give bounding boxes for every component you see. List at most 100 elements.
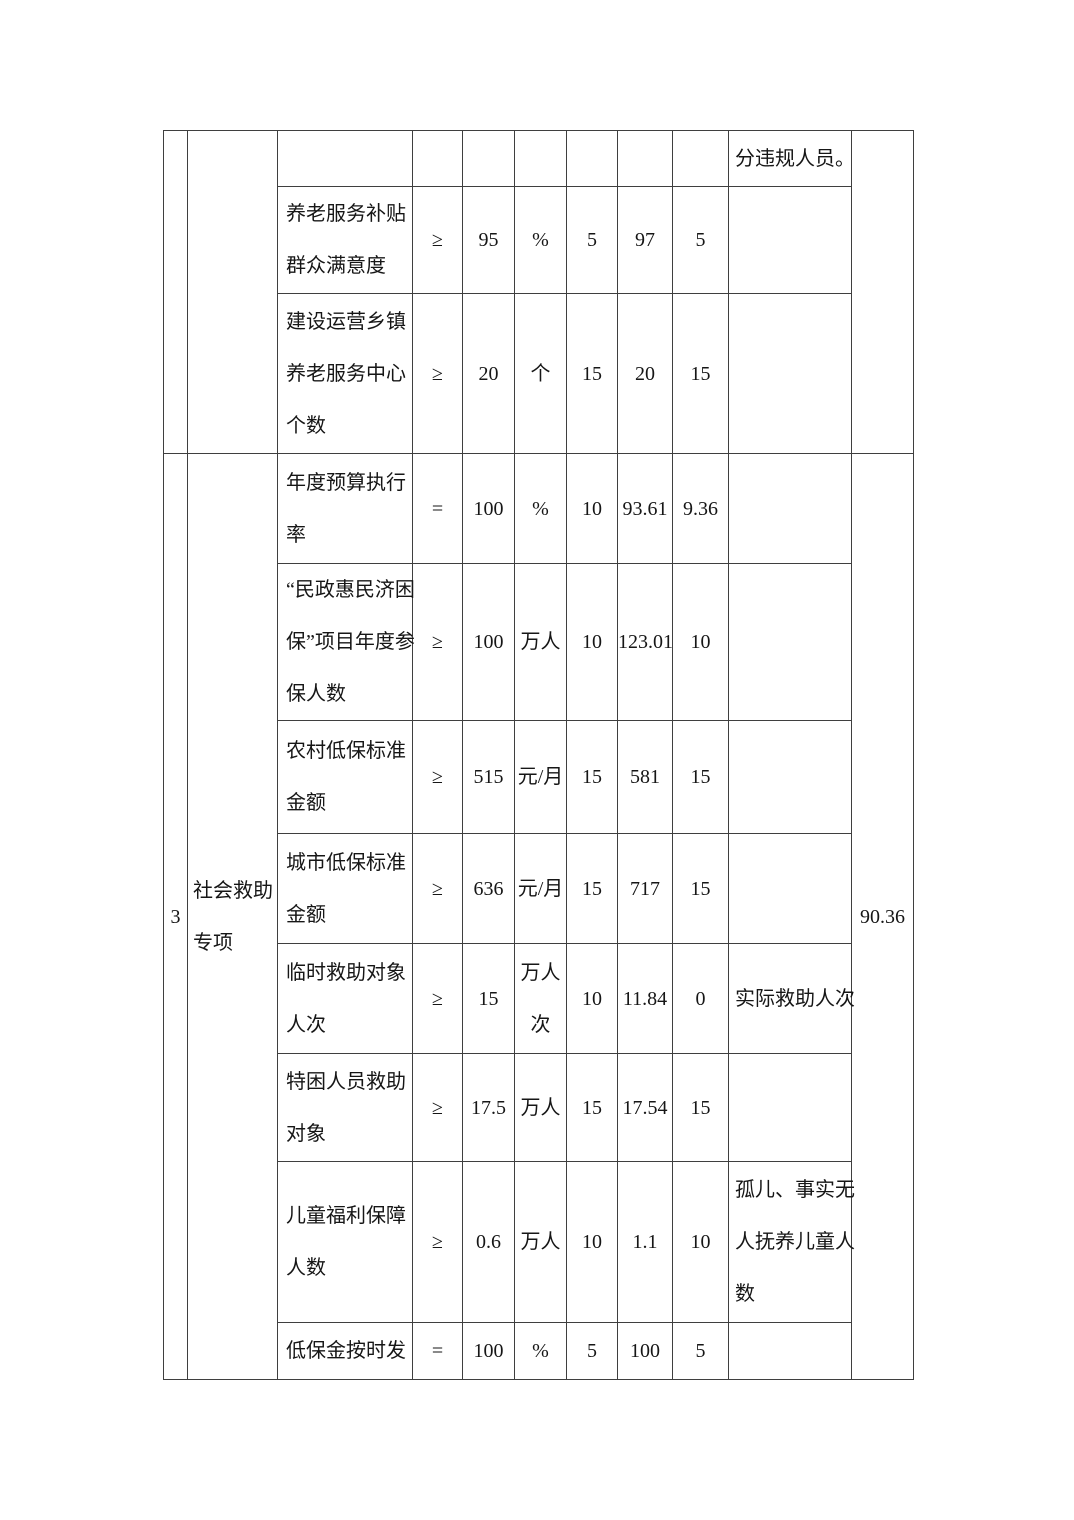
- indicator-cell: 养老服务补贴 群众满意度: [277, 186, 413, 294]
- section-number-cell: 3: [163, 453, 188, 1380]
- note-cell: [728, 453, 852, 564]
- indicator-cell: “民政惠民济困 保”项目年度参 保人数: [277, 563, 415, 721]
- performance-indicator-table: 分违规人员。 养老服务补贴 群众满意度 ≥ 95 % 5 97 5 建设运营乡镇…: [163, 130, 914, 1380]
- actual-score-cell: 15: [672, 293, 729, 454]
- actual-value-cell: 20: [617, 293, 673, 454]
- actual-value-cell: 11.84: [617, 943, 673, 1054]
- operator-cell: ≥: [412, 186, 463, 294]
- actual-value-cell: 1.1: [617, 1161, 673, 1323]
- unit-cell: 个: [514, 293, 567, 454]
- table-row: 特困人员救助 对象 ≥ 17.5 万人 15 17.54 15: [164, 1053, 914, 1162]
- indicator-cell: 城市低保标准 金额: [277, 833, 413, 944]
- section-number-cell: [163, 130, 188, 454]
- note-cell: [728, 1322, 852, 1380]
- score-cell: 15: [566, 720, 618, 834]
- target-value-cell: 515: [462, 720, 515, 834]
- indicator-cell: 农村低保标准 金额: [277, 720, 413, 834]
- note-cell: [728, 720, 852, 834]
- score-cell: 10: [566, 943, 618, 1054]
- unit-cell: 万人: [514, 563, 567, 721]
- note-cell: [728, 833, 852, 944]
- indicator-cell: 儿童福利保障 人数: [277, 1161, 413, 1323]
- actual-value-cell: 123.01: [617, 563, 673, 721]
- unit-cell: %: [514, 1322, 567, 1380]
- actual-score-cell: 15: [672, 720, 729, 834]
- target-value-cell: 20: [462, 293, 515, 454]
- target-value-cell: 95: [462, 186, 515, 294]
- indicator-cell: [277, 130, 413, 187]
- unit-cell: 万人 次: [514, 943, 567, 1054]
- unit-cell: 元/月: [514, 720, 567, 834]
- indicator-cell: 年度预算执行 率: [277, 453, 413, 564]
- unit-cell: %: [514, 186, 567, 294]
- target-value-cell: 100: [462, 563, 515, 721]
- target-value-cell: 636: [462, 833, 515, 944]
- actual-score-cell: 9.36: [672, 453, 729, 564]
- operator-cell: =: [412, 1322, 463, 1380]
- actual-score-cell: 5: [672, 1322, 729, 1380]
- table-row: 建设运营乡镇 养老服务中心 个数 ≥ 20 个 15 20 15: [164, 293, 914, 454]
- actual-value-cell: [617, 130, 673, 187]
- table-row: 养老服务补贴 群众满意度 ≥ 95 % 5 97 5: [164, 186, 914, 294]
- unit-cell: %: [514, 453, 567, 564]
- note-cell: [728, 293, 852, 454]
- unit-cell: 万人: [514, 1161, 567, 1323]
- target-value-cell: 0.6: [462, 1161, 515, 1323]
- section-total-cell: [851, 130, 914, 454]
- table-row: 儿童福利保障 人数 ≥ 0.6 万人 10 1.1 10 孤儿、事实无 人抚养儿…: [164, 1161, 914, 1323]
- indicator-cell: 特困人员救助 对象: [277, 1053, 413, 1162]
- table-row: “民政惠民济困 保”项目年度参 保人数 ≥ 100 万人 10 123.01 1…: [164, 563, 914, 721]
- target-value-cell: 100: [462, 453, 515, 564]
- score-cell: 5: [566, 186, 618, 294]
- actual-value-cell: 17.54: [617, 1053, 673, 1162]
- table-row: 低保金按时发 = 100 % 5 100 5: [164, 1322, 914, 1380]
- score-cell: 10: [566, 563, 618, 721]
- actual-value-cell: 717: [617, 833, 673, 944]
- score-cell: 15: [566, 293, 618, 454]
- operator-cell: ≥: [412, 720, 463, 834]
- operator-cell: ≥: [412, 293, 463, 454]
- operator-cell: ≥: [412, 943, 463, 1054]
- actual-value-cell: 581: [617, 720, 673, 834]
- actual-score-cell: 15: [672, 833, 729, 944]
- score-cell: 10: [566, 453, 618, 564]
- score-cell: 5: [566, 1322, 618, 1380]
- operator-cell: =: [412, 453, 463, 564]
- actual-value-cell: 100: [617, 1322, 673, 1380]
- operator-cell: ≥: [412, 1161, 463, 1323]
- target-value-cell: 17.5: [462, 1053, 515, 1162]
- indicator-cell: 建设运营乡镇 养老服务中心 个数: [277, 293, 413, 454]
- target-value-cell: 15: [462, 943, 515, 1054]
- unit-cell: [514, 130, 567, 187]
- actual-score-cell: 5: [672, 186, 729, 294]
- indicator-cell: 低保金按时发: [277, 1322, 413, 1380]
- note-cell: 分违规人员。: [728, 130, 855, 187]
- actual-score-cell: 10: [672, 563, 729, 721]
- section-category-cell: [187, 130, 278, 454]
- table-row: 分违规人员。: [163, 130, 914, 454]
- note-cell: [728, 1053, 852, 1162]
- score-cell: 15: [566, 833, 618, 944]
- section-total-cell: 90.36: [851, 453, 914, 1380]
- target-value-cell: 100: [462, 1322, 515, 1380]
- operator-cell: ≥: [412, 563, 463, 721]
- table-row: 城市低保标准 金额 ≥ 636 元/月 15 717 15: [164, 833, 914, 944]
- unit-cell: 元/月: [514, 833, 567, 944]
- actual-score-cell: [672, 130, 729, 187]
- actual-value-cell: 93.61: [617, 453, 673, 564]
- actual-score-cell: 15: [672, 1053, 729, 1162]
- actual-score-cell: 0: [672, 943, 729, 1054]
- actual-score-cell: 10: [672, 1161, 729, 1323]
- unit-cell: 万人: [514, 1053, 567, 1162]
- operator-cell: [412, 130, 463, 187]
- note-cell: [728, 186, 852, 294]
- note-cell: 孤儿、事实无 人抚养儿童人 数: [728, 1161, 855, 1323]
- section-category-cell: 社会救助 专项: [187, 453, 278, 1380]
- target-value-cell: [462, 130, 515, 187]
- indicator-cell: 临时救助对象 人次: [277, 943, 413, 1054]
- score-cell: [566, 130, 618, 187]
- score-cell: 10: [566, 1161, 618, 1323]
- operator-cell: ≥: [412, 1053, 463, 1162]
- note-cell: 实际救助人次: [728, 943, 855, 1054]
